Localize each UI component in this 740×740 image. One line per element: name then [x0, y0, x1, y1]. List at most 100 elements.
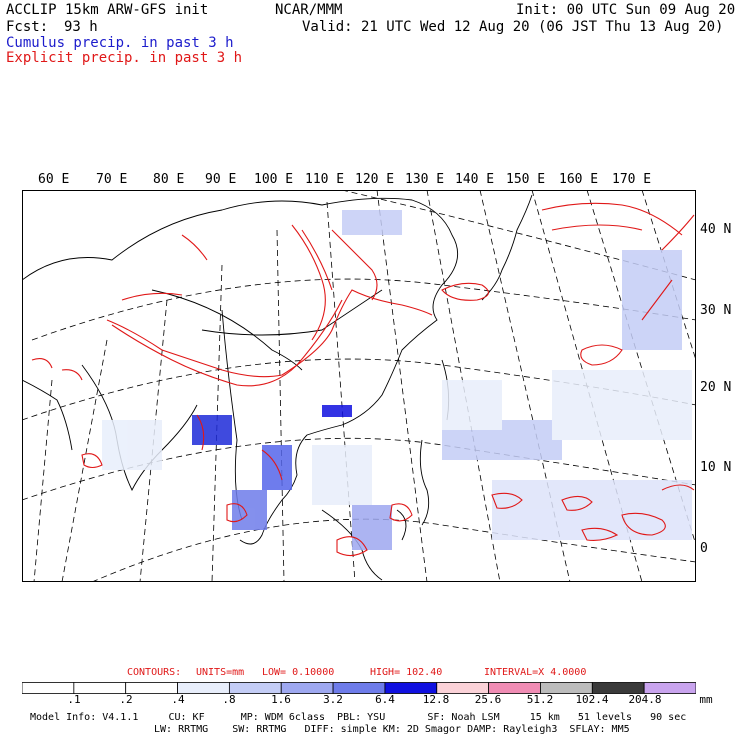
lon-label-90e: 90 E: [205, 172, 237, 187]
model-title: ACCLIP 15km ARW-GFS init: [6, 2, 209, 18]
scale-tick-1: .2: [119, 693, 133, 706]
lon-label-120e: 120 E: [355, 172, 395, 187]
arabia-coast: [22, 379, 73, 451]
meridian-110e: [326, 201, 356, 582]
scale-swatch: [177, 682, 230, 694]
scale-tick-8: 25.6: [474, 693, 502, 706]
scale-tick-2: .4: [171, 693, 185, 706]
india-cell-contour: [81, 453, 103, 469]
pacific-cell-contour: [580, 344, 623, 366]
lon-label-80e: 80 E: [153, 172, 185, 187]
cumulus-cell: [352, 505, 392, 550]
init-time: Init: 00 UTC Sun 09 Aug 20: [516, 2, 736, 18]
scale-tick-7: 12.8: [422, 693, 450, 706]
indochina-contour: [196, 414, 283, 481]
contours-interval: INTERVAL=X 4.0000: [484, 667, 587, 678]
lat-label-20n: 20 N: [700, 380, 732, 395]
pacific-north-contour: [541, 202, 683, 236]
forecast-label: Fcst:: [6, 19, 49, 35]
scale-swatch: [591, 682, 645, 694]
scale-swatch: [22, 682, 75, 694]
meridian-70e: [61, 339, 108, 582]
scale-tick-5: 3.2: [323, 693, 343, 706]
equatorial-cell-contour: [581, 527, 619, 541]
explicit-legend-text: Explicit precip. in past 3 h: [6, 50, 243, 66]
philippines-cell-contour: [389, 503, 413, 522]
contours-units: UNITS=mm: [196, 667, 245, 678]
scale-swatch: [332, 682, 386, 694]
meridian-90e: [211, 264, 223, 582]
meridian-130e: [426, 190, 501, 582]
lon-label-60e: 60 E: [38, 172, 70, 187]
forecast-hour: 93 h: [64, 19, 98, 35]
north-china-contour: [291, 224, 333, 341]
contours-label: CONTOURS:: [127, 667, 182, 678]
scale-tick-0: .1: [67, 693, 81, 706]
meridian-60e: [33, 379, 53, 582]
lat-label-10n: 10 N: [700, 460, 732, 475]
scale-swatch: [436, 682, 490, 694]
cumulus-cell: [102, 420, 162, 470]
lat-label-30n: 30 N: [700, 303, 732, 318]
equatorial-cell-contour: [661, 484, 695, 491]
scale-swatch: [643, 682, 696, 694]
cumulus-legend-text: Cumulus precip. in past 3 h: [6, 35, 234, 51]
explicit-precip: [31, 202, 695, 557]
meridian-100e: [276, 229, 285, 582]
cumulus-cell: [322, 405, 352, 417]
lon-label-110e: 110 E: [305, 172, 345, 187]
sulawesi-coast: [396, 509, 407, 541]
asia-coast: [22, 197, 459, 545]
equatorial-cell-contour: [561, 495, 593, 511]
himalaya-border: [151, 289, 303, 371]
precipitation-map: [22, 190, 696, 582]
scale-swatch: [488, 682, 541, 694]
tibet-contour: [121, 234, 208, 301]
scale-unit: mm: [699, 693, 713, 706]
japan-coast: [481, 194, 533, 301]
north-china-contour: [331, 229, 378, 301]
scale-tick-11: 204.8: [628, 693, 662, 706]
cumulus-cell: [552, 370, 692, 440]
scale-tick-10: 102.4: [575, 693, 609, 706]
lon-label-140e: 140 E: [455, 172, 495, 187]
lat-label-40n: 40 N: [700, 222, 732, 237]
monsoon-front-contour: [111, 299, 343, 387]
lon-label-170e: 170 E: [612, 172, 652, 187]
valid-time: Valid: 21 UTC Wed 12 Aug 20 (06 JST Thu …: [302, 19, 724, 35]
lon-label-160e: 160 E: [559, 172, 599, 187]
cumulus-cell: [442, 380, 502, 430]
model-info-line2: LW: RRTMG SW: RRTMG DIFF: simple KM: 2D …: [154, 724, 630, 735]
monsoon-front-contour: [106, 289, 433, 378]
cumulus-cell: [192, 415, 232, 445]
contours-low: LOW= 0.10000: [262, 667, 335, 678]
color-scale-bar: [22, 682, 696, 694]
cumulus-precip: [102, 210, 692, 550]
malaysia-cell-contour: [226, 503, 248, 523]
lon-label-130e: 130 E: [405, 172, 445, 187]
meridian-120e: [376, 190, 428, 582]
pacific-east-contour: [641, 214, 695, 321]
scale-tick-4: 1.6: [271, 693, 291, 706]
scale-swatch: [125, 682, 178, 694]
latitude-line-10n: [22, 437, 696, 501]
scale-swatch: [280, 682, 334, 694]
scale-tick-3: .8: [222, 693, 236, 706]
lon-label-70e: 70 E: [96, 172, 128, 187]
equatorial-cell-contour: [621, 512, 666, 536]
lon-label-100e: 100 E: [254, 172, 294, 187]
scale-swatch: [384, 682, 438, 694]
equatorial-cell-contour: [491, 492, 523, 509]
japan-cell-contour: [441, 282, 489, 301]
latitude-line-0: [91, 518, 696, 582]
scale-swatch: [228, 682, 282, 694]
india-coast: [81, 364, 198, 492]
cumulus-cell: [342, 210, 402, 235]
contours-high: HIGH= 102.40: [370, 667, 443, 678]
scale-swatch: [540, 682, 593, 694]
arabian-sea-contour: [31, 358, 83, 381]
cumulus-cell: [622, 250, 682, 350]
cumulus-cell: [492, 480, 692, 540]
cumulus-cell: [232, 490, 267, 530]
scale-swatch: [73, 682, 127, 694]
